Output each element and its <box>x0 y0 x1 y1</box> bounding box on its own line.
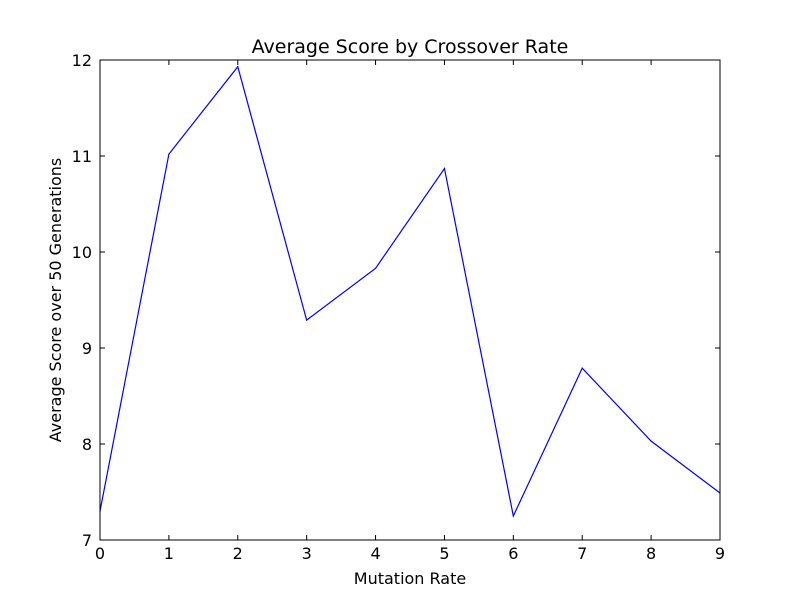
series-layer <box>99 65 721 518</box>
x-tick-label: 4 <box>370 544 380 563</box>
y-axis-title: Average Score over 50 Generations <box>46 158 65 443</box>
y-tick-label: 9 <box>82 339 92 358</box>
x-tick-label: 5 <box>439 544 449 563</box>
data-point <box>650 440 652 442</box>
x-tick-label: 7 <box>577 544 587 563</box>
data-point <box>306 319 308 321</box>
axis-ticks <box>99 59 721 541</box>
plot-frame <box>99 59 721 541</box>
data-point <box>581 367 583 369</box>
y-tick-label: 12 <box>72 51 92 70</box>
y-tick-label: 8 <box>82 435 92 454</box>
x-tick-label: 2 <box>233 544 243 563</box>
x-tick-label: 3 <box>302 544 312 563</box>
chart-title: Average Score by Crossover Rate <box>252 36 569 58</box>
y-tick-label: 11 <box>72 147 92 166</box>
x-tick-label: 1 <box>164 544 174 563</box>
x-tick-label: 8 <box>646 544 656 563</box>
x-tick-label: 0 <box>95 544 105 563</box>
x-axis-title: Mutation Rate <box>354 569 466 588</box>
x-tick-label: 9 <box>715 544 725 563</box>
data-point <box>168 153 170 155</box>
data-point <box>374 267 377 269</box>
data-point <box>443 167 446 170</box>
series-line <box>99 65 721 518</box>
x-tick-label: 6 <box>508 544 518 563</box>
y-tick-label: 7 <box>82 531 92 550</box>
data-point <box>237 66 239 68</box>
data-point <box>512 515 514 517</box>
y-tick-label: 10 <box>72 243 92 262</box>
